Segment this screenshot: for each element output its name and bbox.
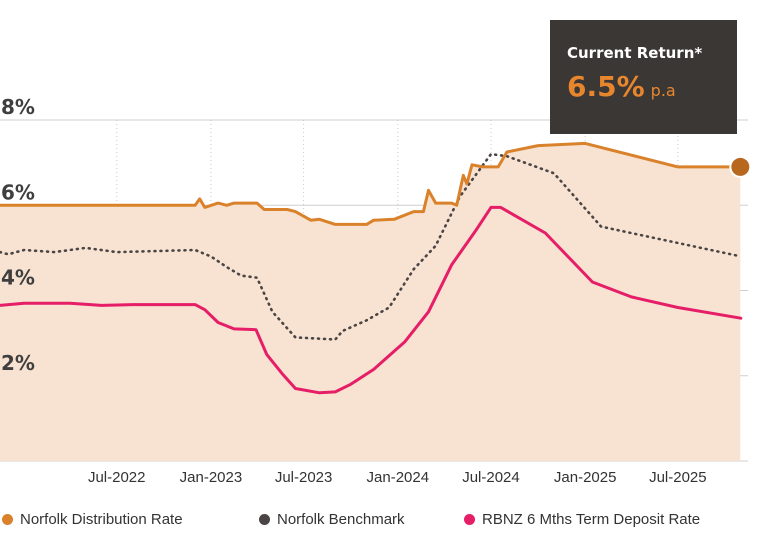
tooltip-value: 6.5%: [567, 70, 645, 103]
chart-legend: Norfolk Distribution Rate Norfolk Benchm…: [0, 511, 772, 531]
y-tick-label: 6%: [1, 180, 35, 204]
legend-item-term-deposit-rate[interactable]: RBNZ 6 Mths Term Deposit Rate: [464, 511, 700, 528]
y-tick-label: 2%: [1, 351, 35, 375]
y-tick-label: 8%: [1, 95, 35, 119]
area-layer: [0, 143, 741, 461]
tooltip-value-row: 6.5% p.a: [567, 70, 737, 103]
x-tick-label: Jul-2025: [649, 469, 707, 486]
legend-label: Norfolk Distribution Rate: [20, 511, 183, 528]
legend-label: RBNZ 6 Mths Term Deposit Rate: [482, 511, 701, 528]
series-layer: [0, 141, 743, 395]
legend-dot-icon: [2, 514, 13, 525]
tooltip-title: Current Return*: [567, 44, 703, 62]
legend-label: Norfolk Benchmark: [277, 511, 405, 528]
legend-dot-icon: [464, 514, 475, 525]
current-return-marker: [731, 157, 750, 176]
x-tick-label: Jan-2025: [554, 469, 617, 486]
marker-layer[interactable]: [729, 155, 752, 178]
x-tick-label: Jan-2023: [180, 469, 243, 486]
distribution-area: [0, 143, 741, 461]
current-return-tooltip: Current Return* 6.5% p.a: [550, 20, 737, 134]
tooltip-unit: p.a: [650, 81, 676, 100]
x-tick-label: Jul-2022: [88, 469, 146, 486]
y-tick-label: 4%: [1, 266, 35, 290]
benchmark-line: [0, 152, 743, 341]
x-tick-label: Jul-2024: [462, 469, 520, 486]
line-chart: 8% 6% 4% 2% Jul-2022 Jan-2023 Jul-2023 Jan-2024…: [0, 95, 752, 486]
term-deposit-line: [0, 205, 743, 395]
legend-dot-icon: [259, 514, 270, 525]
x-tick-label: Jan-2024: [367, 469, 430, 486]
distribution-rate-line: [0, 141, 742, 226]
x-tick-label: Jul-2023: [275, 469, 333, 486]
axis-layer: 8% 6% 4% 2% Jul-2022 Jan-2023 Jul-2023 Jan-2024…: [1, 95, 707, 486]
legend-item-benchmark[interactable]: Norfolk Benchmark: [259, 511, 405, 528]
legend-item-distribution-rate[interactable]: Norfolk Distribution Rate: [2, 511, 183, 528]
